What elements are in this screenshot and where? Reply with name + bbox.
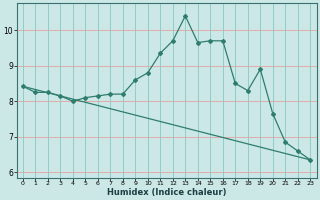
X-axis label: Humidex (Indice chaleur): Humidex (Indice chaleur) [107,188,226,197]
